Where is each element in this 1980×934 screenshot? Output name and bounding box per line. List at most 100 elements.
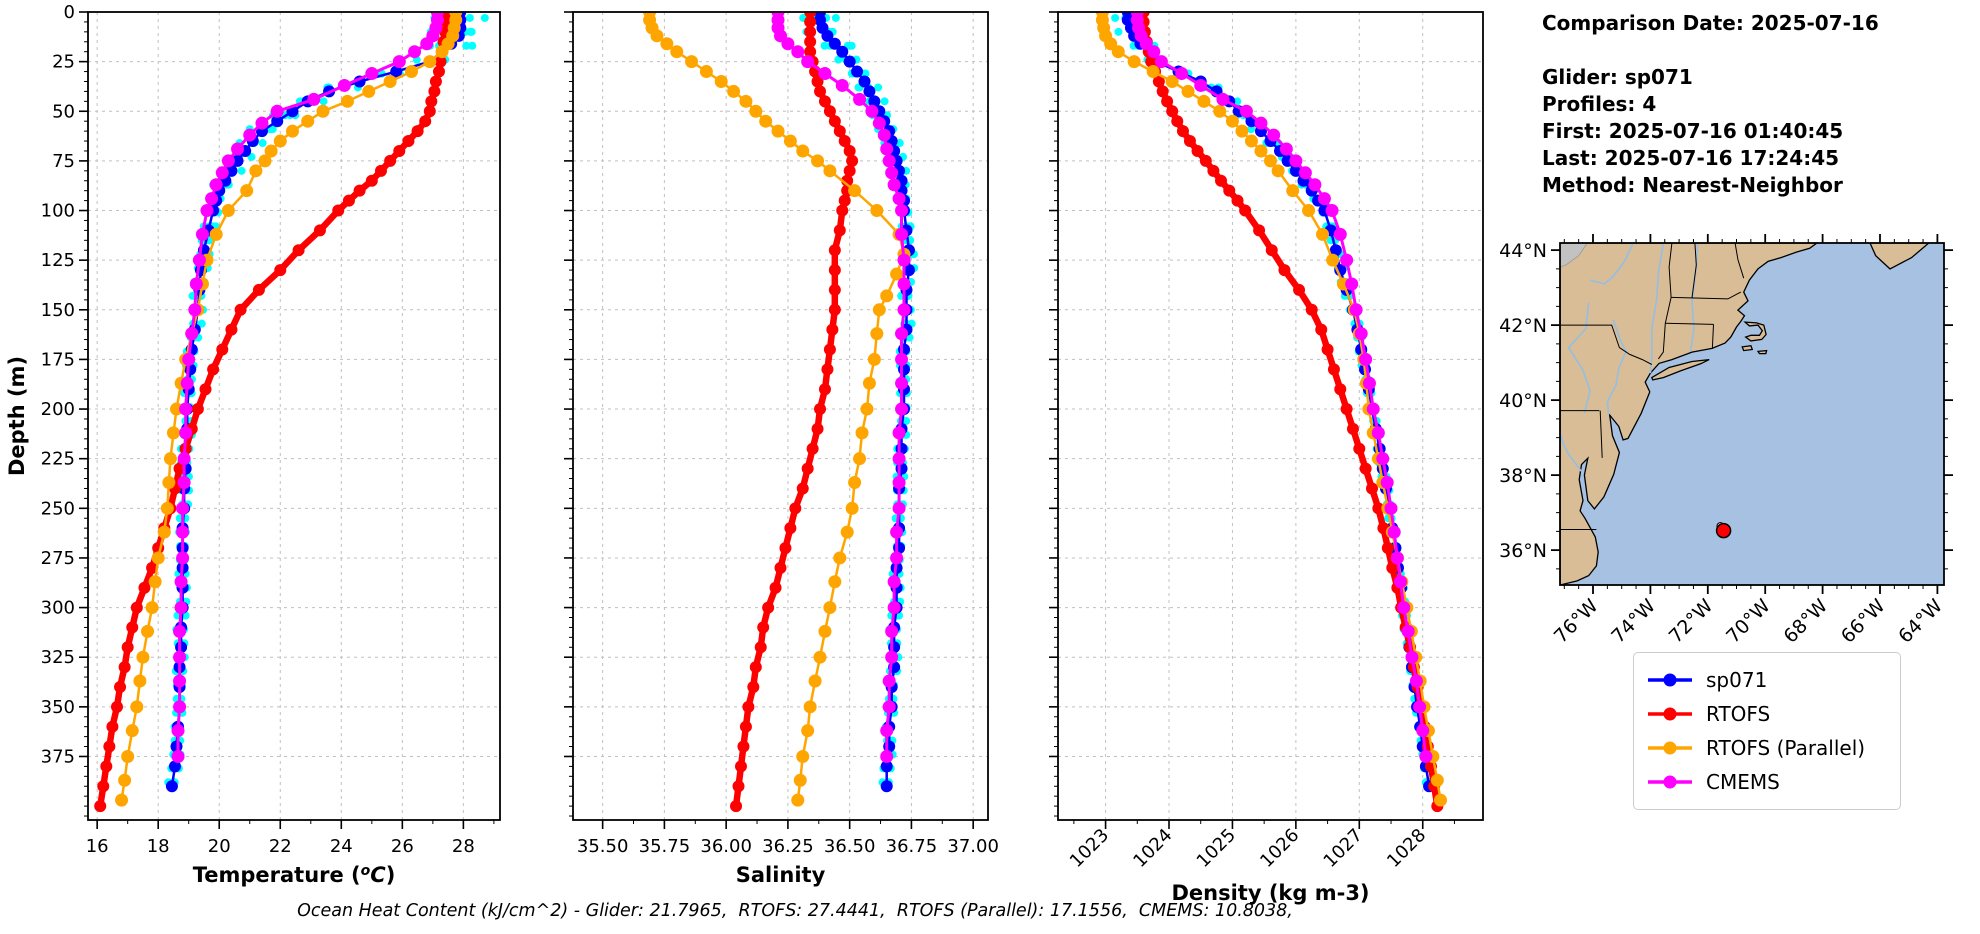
state-border-line: [1664, 297, 1672, 324]
depth-tick-label: 100: [41, 201, 75, 222]
depth-tick-label: 125: [41, 250, 75, 271]
state-border-line: [1657, 323, 1666, 360]
series-sp071: [814, 12, 915, 793]
temperature-axis-label: Temperature (oC): [193, 863, 396, 887]
map-lat-tick-label: 38°N: [1499, 465, 1547, 487]
plot-frame: [1057, 11, 1484, 821]
depth-tick-label: 300: [41, 598, 75, 619]
info-line: [1542, 37, 1879, 64]
series-rtofs_parallel: [643, 12, 911, 807]
series-rtofs_parallel: [1095, 12, 1447, 807]
plot-frame: [87, 11, 501, 821]
legend-item: CMEMS: [1646, 765, 1884, 799]
info-line: Method: Nearest-Neighbor: [1542, 173, 1843, 197]
depth-tick-label: 375: [41, 746, 75, 767]
x-tick-label: 35.75: [639, 836, 691, 857]
legend-label: CMEMS: [1706, 770, 1780, 794]
river-line: [1560, 431, 1583, 472]
depth-tick-label: 50: [52, 101, 75, 122]
map-frame: [1559, 242, 1945, 586]
state-border-line: [1560, 324, 1620, 348]
temperature-y-axis: 0 25 50 75 100 125 150 175 200 225 250 275 300 325 350…: [41, 2, 88, 817]
x-tick-label: 36.00: [700, 836, 752, 857]
legend-item: RTOFS: [1646, 697, 1884, 731]
land-polygon: [1650, 358, 1710, 381]
x-tick-label: 1023: [1066, 825, 1113, 872]
depth-tick-label: 75: [52, 151, 75, 172]
legend-line-marker-icon: [1648, 741, 1692, 755]
salinity-y-axis: [564, 11, 573, 817]
depth-tick-label: 150: [41, 300, 75, 321]
x-tick-label: 26: [391, 836, 414, 857]
map-lon-tick-label: 66°W: [1837, 595, 1890, 648]
state-border-line: [1671, 291, 1742, 300]
salinity-series-area: [643, 12, 919, 813]
salinity-axis-label: Salinity: [736, 863, 826, 887]
depth-tick-label: 25: [52, 52, 75, 73]
series-cmems: [1130, 12, 1433, 763]
x-tick-label: 20: [208, 836, 231, 857]
depth-tick-label: 0: [64, 2, 75, 23]
river-line: [1649, 243, 1665, 374]
legend-line-marker-icon: [1648, 775, 1692, 789]
glider-raw-scatter: [164, 13, 489, 787]
salinity-plot: 35.50 35.75 36.00 36.25 36.50 36.75 37.00 Salin…: [564, 11, 999, 887]
x-tick-label: 22: [269, 836, 292, 857]
depth-tick-label: 200: [41, 399, 75, 420]
temperature-x-axis: 16 18 20 22 24 26 28: [86, 820, 495, 857]
map-lon-tick-label: 64°W: [1894, 595, 1947, 648]
map-area: [1560, 243, 1944, 585]
series-rtofs_parallel: [115, 12, 463, 807]
depth-tick-label: 175: [41, 349, 75, 370]
x-tick-label: 1024: [1129, 825, 1176, 872]
x-tick-label: 1028: [1383, 825, 1430, 872]
state-border-line: [1691, 243, 1697, 298]
series-cmems: [171, 12, 444, 763]
density-series-area: [1095, 12, 1447, 813]
land-polygon: [1741, 344, 1754, 352]
legend-line-marker-icon: [1648, 673, 1692, 687]
x-tick-label: 24: [330, 836, 353, 857]
series-cmems: [771, 12, 911, 763]
x-tick-label: 37.00: [947, 836, 999, 857]
info-panel: Comparison Date: 2025-07-16 Glider: sp071…: [1542, 10, 1879, 199]
legend-item: RTOFS (Parallel): [1646, 731, 1884, 765]
state-border-line: [1734, 243, 1745, 279]
legend-label: sp071: [1706, 668, 1768, 692]
x-tick-label: 36.50: [824, 836, 876, 857]
x-tick-label: 18: [147, 836, 170, 857]
depth-tick-label: 225: [41, 449, 75, 470]
location-map: 76°W 74°W 72°W 70°W 68°W 66°W 64°W 44°N 42°N 40°N…: [1499, 234, 1953, 648]
state-border-line: [1668, 243, 1673, 298]
temperature-plot: 16 18 20 22 24 26 28 0 25 50 75 100 125 150 175 200 225 2…: [5, 2, 501, 887]
river-line: [1589, 243, 1634, 285]
state-border-line: [1665, 322, 1714, 325]
map-lon-tick-label: 68°W: [1779, 595, 1832, 648]
land-polygon: [1743, 321, 1767, 342]
density-axis-label: Density (kg m-3): [1171, 881, 1369, 905]
map-lat-tick-label: 40°N: [1499, 390, 1547, 412]
depth-tick-label: 250: [41, 498, 75, 519]
info-line: Profiles: 4: [1542, 92, 1657, 116]
x-tick-label: 36.25: [762, 836, 814, 857]
info-line: Glider: sp071: [1542, 65, 1693, 89]
legend-line-marker-icon: [1648, 707, 1692, 721]
series-rtofs: [730, 12, 859, 813]
plot-frame: [572, 11, 989, 821]
legend-label: RTOFS: [1706, 702, 1771, 726]
depth-tick-label: 350: [41, 697, 75, 718]
glider-position-marker: [1715, 522, 1732, 539]
density-plot: 1023 1024 1025 1026 1027 1028 Density (kg m-3): [1049, 11, 1484, 905]
info-line: Last: 2025-07-16 17:24:45: [1542, 146, 1840, 170]
x-tick-label: 36.75: [886, 836, 938, 857]
x-tick-label: 1027: [1320, 825, 1367, 872]
land-polygon: [1756, 349, 1768, 355]
depth-axis-label: Depth (m): [5, 356, 29, 476]
temperature-series-area: [94, 12, 489, 813]
depth-tick-label: 275: [41, 548, 75, 569]
map-lon-tick-label: 70°W: [1722, 595, 1775, 648]
map-lat-tick-label: 36°N: [1499, 540, 1547, 562]
x-tick-label: 1026: [1256, 825, 1303, 872]
